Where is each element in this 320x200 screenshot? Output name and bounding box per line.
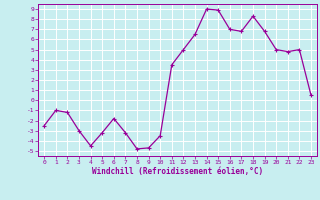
X-axis label: Windchill (Refroidissement éolien,°C): Windchill (Refroidissement éolien,°C) — [92, 167, 263, 176]
